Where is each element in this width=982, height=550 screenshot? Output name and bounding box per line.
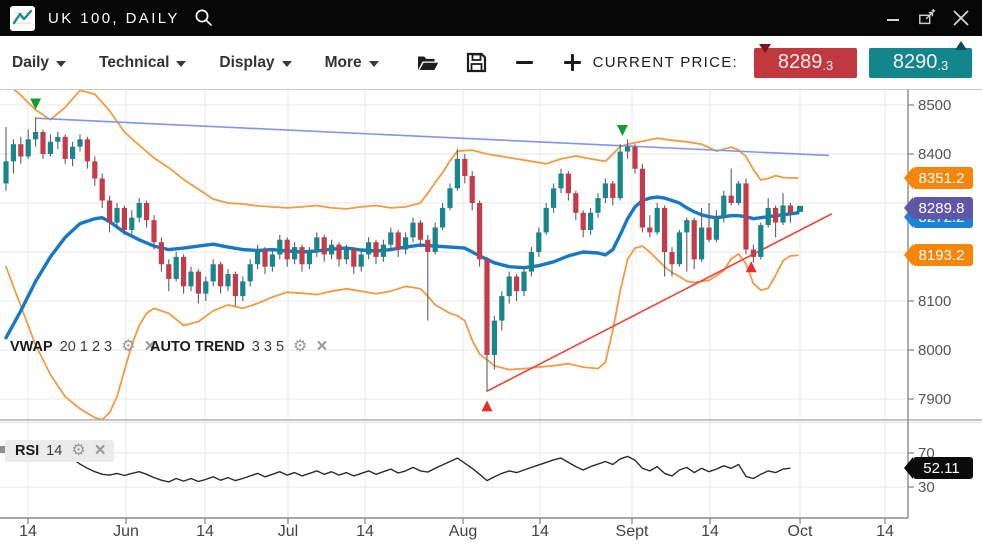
menu-technical[interactable]: Technical bbox=[99, 53, 187, 72]
chart-region[interactable]: 14Jun14Jul14Aug14Sept14Oct14850084008300… bbox=[0, 90, 982, 550]
gear-icon[interactable]: ⚙ bbox=[121, 337, 136, 355]
remove-indicator-icon[interactable]: × bbox=[144, 336, 156, 357]
indicator-autotrend-params: 3 3 5 bbox=[251, 338, 285, 355]
minimize-button[interactable] bbox=[884, 9, 902, 27]
gear-icon[interactable]: ⚙ bbox=[71, 441, 86, 459]
chart-toolbar: Daily Technical Display More bbox=[0, 36, 982, 90]
x-axis-label: 14 bbox=[196, 523, 214, 540]
y-axis-label: 8000 bbox=[918, 342, 951, 359]
chevron-down-icon bbox=[176, 60, 187, 67]
x-axis-label: 14 bbox=[356, 523, 374, 540]
rsi-value-badge: 52.11 bbox=[904, 457, 973, 479]
price-chart-canvas[interactable]: 14Jun14Jul14Aug14Sept14Oct14850084008300… bbox=[0, 90, 982, 550]
buy-price-value: 8290 bbox=[892, 51, 938, 73]
close-icon[interactable] bbox=[952, 9, 970, 27]
buy-price-fraction: .3 bbox=[937, 57, 949, 73]
indicator-vwap-params: 20 1 2 3 bbox=[59, 338, 113, 355]
remove-indicator-icon[interactable]: × bbox=[94, 440, 106, 461]
menu-more[interactable]: More bbox=[325, 54, 379, 72]
popout-button[interactable] bbox=[918, 9, 936, 27]
indicator-vwap: VWAP 20 1 2 3 ⚙ × bbox=[10, 337, 156, 356]
chevron-down-icon bbox=[281, 60, 292, 67]
x-axis-label: 14 bbox=[701, 523, 719, 540]
buy-price-button[interactable]: 8290 .3 bbox=[869, 40, 972, 78]
window-titlebar: UK 100, DAILY bbox=[0, 0, 982, 36]
price-badge-lower-band: 8193.2 bbox=[904, 244, 973, 266]
x-axis-label: Aug bbox=[449, 523, 477, 540]
open-folder-icon[interactable] bbox=[417, 51, 441, 75]
sell-price-button[interactable]: 8289 .3 bbox=[754, 43, 857, 78]
line-chart-icon bbox=[10, 5, 35, 31]
current-price-label: CURRENT PRICE: bbox=[592, 54, 738, 71]
rsi-line-start-marker bbox=[0, 446, 9, 453]
x-axis-label: 14 bbox=[531, 523, 549, 540]
menu-timeframe-label: Daily bbox=[12, 53, 50, 71]
y-axis-label: 8100 bbox=[918, 293, 951, 310]
indicator-autotrend: AUTO TREND 3 3 5 ⚙ × bbox=[150, 337, 328, 356]
remove-indicator-icon[interactable]: × bbox=[316, 336, 328, 357]
x-axis-label: 14 bbox=[19, 523, 37, 540]
chevron-down-icon bbox=[368, 60, 379, 67]
menu-timeframe[interactable]: Daily bbox=[12, 53, 67, 72]
menu-display[interactable]: Display bbox=[219, 53, 292, 72]
zoom-out-icon[interactable] bbox=[513, 51, 537, 75]
indicator-vwap-name: VWAP bbox=[10, 338, 53, 355]
chevron-down-icon bbox=[56, 60, 67, 67]
indicator-rsi-name: RSI bbox=[15, 442, 40, 459]
zoom-in-icon[interactable] bbox=[561, 51, 585, 75]
y-axis-label: 8500 bbox=[918, 97, 951, 114]
indicator-rsi: RSI 14 ⚙ × bbox=[5, 440, 114, 462]
window-title: UK 100, DAILY bbox=[48, 9, 180, 27]
x-axis-label: 14 bbox=[876, 523, 894, 540]
sell-price-value: 8289 bbox=[777, 51, 823, 73]
save-icon[interactable] bbox=[465, 51, 489, 75]
gear-icon[interactable]: ⚙ bbox=[293, 337, 308, 355]
menu-technical-label: Technical bbox=[99, 53, 170, 71]
price-badge-upper-band: 8351.2 bbox=[904, 167, 973, 189]
x-axis-label: Oct bbox=[788, 523, 813, 540]
arrow-down-icon bbox=[759, 43, 771, 53]
x-axis-label: Jul bbox=[278, 523, 298, 540]
search-icon[interactable] bbox=[194, 8, 214, 28]
arrow-up-icon bbox=[955, 40, 967, 50]
price-badge-last: 8289.8 bbox=[904, 197, 973, 219]
y-axis-label: 7900 bbox=[918, 391, 951, 408]
y-axis-label: 8400 bbox=[918, 146, 951, 163]
indicator-autotrend-name: AUTO TREND bbox=[150, 338, 245, 355]
x-axis-label: Jun bbox=[113, 523, 139, 540]
x-axis-label: Sept bbox=[616, 523, 649, 540]
menu-more-label: More bbox=[324, 53, 362, 71]
menu-display-label: Display bbox=[219, 53, 275, 71]
rsi-axis-label: 30 bbox=[918, 479, 935, 496]
sell-price-fraction: .3 bbox=[822, 57, 834, 73]
indicator-rsi-params: 14 bbox=[46, 442, 63, 459]
